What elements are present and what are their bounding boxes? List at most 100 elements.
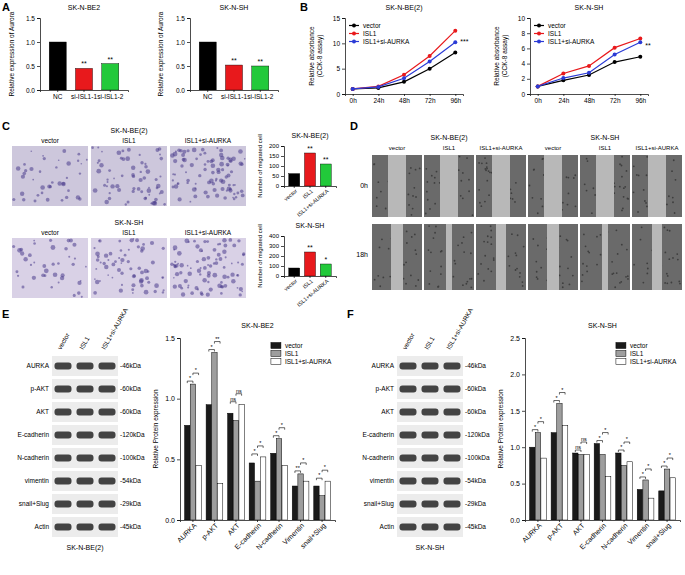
micrograph-cell bbox=[197, 269, 201, 273]
bar bbox=[304, 252, 315, 276]
micrograph-cell bbox=[99, 280, 101, 282]
tick-label: 0.5 bbox=[510, 480, 520, 487]
micrograph-cell bbox=[219, 153, 223, 157]
micrograph-cell bbox=[86, 159, 88, 161]
micrograph-cell bbox=[181, 292, 185, 296]
micrograph-cell bbox=[237, 239, 240, 242]
micrograph-cell bbox=[109, 192, 111, 194]
significance: * bbox=[642, 471, 645, 477]
x-tick: 48h bbox=[584, 94, 595, 104]
wound-texture bbox=[562, 202, 564, 204]
micrograph-cell bbox=[34, 199, 37, 202]
bar bbox=[325, 481, 330, 520]
bracket bbox=[214, 342, 220, 344]
blot-band bbox=[55, 409, 72, 416]
y-tick: 1.5 bbox=[26, 15, 40, 22]
micrograph-cell bbox=[206, 293, 210, 297]
micrograph-cell bbox=[23, 257, 27, 261]
micrograph-cell bbox=[170, 263, 173, 266]
micrograph-cell bbox=[95, 268, 97, 270]
y-tick: 200 bbox=[269, 143, 284, 149]
bar bbox=[217, 484, 222, 520]
micrograph-cell bbox=[103, 184, 106, 187]
y-tick: 1.5 bbox=[165, 335, 180, 342]
legend-marker bbox=[352, 32, 356, 36]
y-axis: 0.00.51.01.5 bbox=[176, 15, 191, 94]
micrograph-cell bbox=[77, 160, 79, 162]
chart: 050100150200vectorISL1ISL1+si-AURKASK-N-… bbox=[257, 132, 337, 218]
wound-texture bbox=[485, 169, 487, 171]
time-label: 18h bbox=[356, 251, 368, 258]
wound-texture bbox=[584, 183, 586, 185]
micrograph-cell bbox=[212, 273, 217, 278]
micrograph-cell bbox=[215, 194, 219, 198]
significance: ** bbox=[258, 58, 264, 65]
x-axis-line bbox=[285, 187, 337, 189]
lane-label: ISL1 bbox=[423, 335, 436, 350]
bars bbox=[530, 404, 676, 520]
blot-strip bbox=[397, 448, 463, 468]
y-tick: 5 bbox=[336, 65, 345, 72]
micrograph-cell bbox=[137, 187, 141, 191]
tick-mark bbox=[342, 18, 345, 19]
micrograph-cell bbox=[213, 248, 217, 252]
bar bbox=[185, 425, 190, 520]
blot-band bbox=[99, 363, 116, 370]
tick-label: AKT bbox=[226, 521, 241, 536]
y-axis-line bbox=[281, 237, 285, 277]
legend-swatch bbox=[616, 343, 626, 349]
blot-band bbox=[55, 478, 72, 485]
wound-texture bbox=[536, 276, 538, 278]
micrograph-cell bbox=[112, 277, 114, 279]
protein-label: vimentin bbox=[370, 477, 395, 484]
wound-texture bbox=[623, 187, 625, 189]
tick-label: p-AKT bbox=[200, 521, 220, 541]
wound-texture bbox=[389, 276, 391, 278]
micrograph-cell bbox=[148, 194, 150, 196]
wound-texture bbox=[587, 160, 589, 162]
blot-band bbox=[99, 501, 116, 508]
tick-label: 48h bbox=[399, 97, 410, 104]
tick-label: 1.5 bbox=[510, 408, 520, 415]
micrograph-cell bbox=[131, 288, 134, 291]
significance: ns bbox=[236, 388, 242, 394]
blot-band bbox=[77, 524, 94, 531]
tick-mark bbox=[522, 520, 525, 521]
tick-mark bbox=[527, 33, 530, 34]
bars bbox=[199, 42, 269, 90]
bar bbox=[304, 153, 315, 186]
marker bbox=[402, 76, 406, 80]
micrograph-cell bbox=[81, 296, 83, 298]
y-axis: 0246810 bbox=[518, 15, 531, 98]
tick-label: 48h bbox=[584, 97, 595, 104]
tick-mark bbox=[522, 484, 525, 485]
wound-texture bbox=[533, 169, 535, 171]
micrograph-cell bbox=[67, 189, 70, 192]
tick-mark bbox=[342, 94, 345, 95]
marker bbox=[638, 55, 642, 59]
chart: 0510150h24h48h72h96hSK-N-BE(2)Relative a… bbox=[308, 4, 469, 104]
wound-texture bbox=[419, 168, 421, 170]
wound-texture bbox=[481, 162, 483, 164]
micrograph-cell bbox=[93, 247, 95, 249]
column-label: ISL1 bbox=[599, 145, 612, 151]
tick-label: 0 bbox=[276, 273, 280, 279]
micrograph-cell bbox=[192, 187, 197, 192]
significance: ** bbox=[307, 244, 313, 251]
bar bbox=[621, 465, 626, 520]
micrograph-cell bbox=[207, 271, 211, 275]
significance: * bbox=[195, 367, 198, 373]
micrograph-cell bbox=[104, 253, 108, 257]
legend-item: ISL1+si-AURKA bbox=[616, 358, 677, 365]
micrograph-cell bbox=[182, 158, 185, 161]
wound-texture bbox=[377, 275, 379, 277]
bracket bbox=[279, 428, 285, 430]
micrograph-cell bbox=[151, 201, 155, 205]
bar bbox=[282, 465, 287, 520]
y-tick: 100 bbox=[269, 263, 284, 269]
micrograph-cell bbox=[117, 150, 122, 155]
tick-mark bbox=[281, 246, 284, 247]
blot-band bbox=[444, 363, 461, 370]
wound-texture bbox=[666, 273, 668, 275]
wound-texture bbox=[459, 156, 461, 158]
